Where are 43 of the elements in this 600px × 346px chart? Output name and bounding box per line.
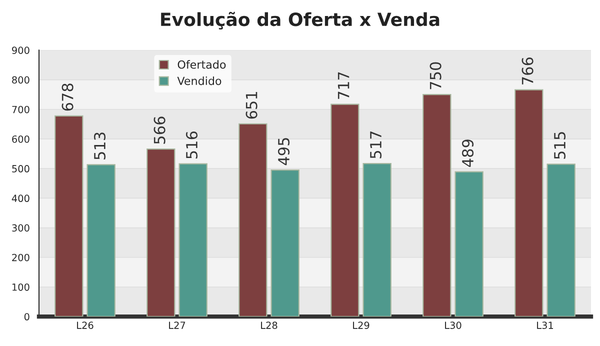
bar bbox=[546, 164, 576, 317]
bar bbox=[86, 164, 116, 317]
legend-label: Vendido bbox=[177, 76, 222, 86]
bar bbox=[178, 163, 208, 317]
data-label: 678 bbox=[62, 84, 74, 111]
data-label: 516 bbox=[186, 131, 198, 158]
x-tick-label: L30 bbox=[445, 322, 462, 329]
data-label: 495 bbox=[278, 138, 290, 166]
y-tick-label: 900 bbox=[12, 46, 30, 54]
data-label: 513 bbox=[94, 132, 106, 160]
bar bbox=[270, 170, 300, 317]
x-tick-label: L31 bbox=[537, 322, 553, 329]
data-label: 517 bbox=[370, 132, 382, 158]
data-label: 651 bbox=[246, 92, 258, 119]
bar bbox=[454, 171, 484, 317]
bar bbox=[146, 148, 176, 317]
y-tick-label: 0 bbox=[24, 313, 30, 320]
data-label: 489 bbox=[462, 140, 474, 167]
y-tick-label: 200 bbox=[12, 254, 30, 262]
y-tick-label: 600 bbox=[12, 135, 30, 143]
x-tick-label: L29 bbox=[353, 322, 370, 329]
bar bbox=[330, 104, 360, 317]
x-tick-label: L27 bbox=[169, 322, 186, 329]
data-label: 566 bbox=[154, 116, 166, 144]
y-tick-label: 300 bbox=[12, 224, 30, 232]
data-label: 750 bbox=[430, 62, 442, 90]
bar bbox=[422, 94, 452, 317]
y-tick-label: 500 bbox=[12, 165, 30, 172]
y-tick-label: 800 bbox=[12, 76, 30, 84]
y-tick-label: 700 bbox=[12, 106, 30, 114]
y-tick-label: 100 bbox=[12, 283, 30, 291]
x-tick-label: L28 bbox=[261, 322, 278, 329]
data-label: 766 bbox=[522, 57, 534, 84]
x-tick-label: L26 bbox=[77, 322, 94, 329]
legend-label: Ofertado bbox=[178, 60, 226, 69]
bar bbox=[238, 123, 268, 317]
bar bbox=[514, 89, 544, 317]
y-tick-label: 400 bbox=[12, 194, 30, 202]
data-label: 717 bbox=[338, 72, 350, 99]
bar bbox=[362, 162, 392, 317]
chart-title: Evolução da Oferta x Venda bbox=[161, 12, 440, 30]
data-label: 515 bbox=[554, 132, 566, 159]
bar bbox=[54, 115, 84, 317]
